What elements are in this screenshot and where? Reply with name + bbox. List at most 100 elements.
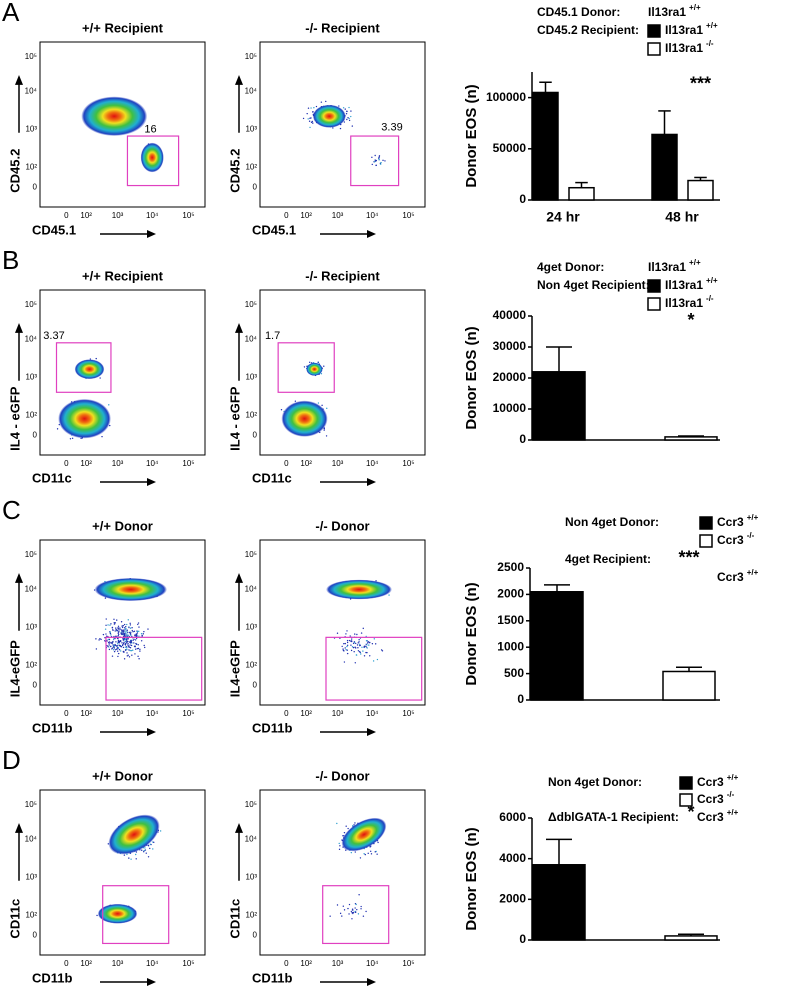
event-dot (366, 642, 369, 644)
event-dot (128, 649, 130, 651)
event-dot (122, 646, 125, 649)
flow-x-label: CD11c (252, 470, 292, 485)
flow-y-label: CD45.2 (227, 149, 242, 193)
event-dot (346, 118, 348, 121)
legend-donor-text-sup: +/+ (689, 3, 701, 12)
x-tick-label: 24 hr (546, 209, 580, 225)
flow-y-tick-label: 10⁵ (25, 800, 37, 809)
flow-y-label: IL4-eGFP (227, 640, 242, 697)
event-dot (367, 641, 370, 643)
flow-x-tick-label: 10³ (112, 459, 124, 468)
y-tick-label: 100000 (486, 90, 526, 104)
legend-swatch (647, 279, 661, 293)
event-dot (126, 647, 128, 649)
event-dot (143, 644, 145, 647)
event-dot (113, 623, 116, 625)
flow-y-label: CD11c (7, 899, 22, 939)
legend-donor-text: Il13ra1 +/+ (648, 258, 701, 274)
event-dot (374, 643, 377, 645)
event-dot (368, 644, 370, 646)
event-dot (108, 641, 110, 643)
event-dot (338, 105, 340, 107)
y-tick-label: 2500 (497, 560, 524, 574)
error-bar (678, 435, 704, 437)
event-dot (116, 650, 119, 652)
gate (102, 885, 170, 945)
y-axis-label: Donor EOS (n) (463, 827, 480, 930)
event-dot (111, 626, 114, 629)
legend-swatch (699, 516, 713, 530)
event-dot (121, 642, 123, 644)
event-dot (147, 628, 149, 630)
event-dot (114, 649, 117, 651)
legend-recipient-label: Non 4get Recipient: (537, 278, 650, 292)
event-dot (110, 641, 112, 644)
density-cloud (97, 903, 138, 924)
event-dot (137, 647, 140, 650)
event-dot (114, 644, 116, 646)
event-dot (135, 643, 138, 645)
event-dot (144, 646, 146, 649)
x-arrow-head (147, 978, 156, 986)
event-dot (313, 107, 315, 109)
event-dot (317, 402, 320, 404)
event-dot (117, 637, 119, 640)
event-dot (108, 638, 111, 641)
legend-donor-label: Non 4get Donor: (565, 515, 659, 529)
event-dot (110, 623, 112, 625)
event-dot (129, 624, 132, 626)
event-dot (112, 638, 115, 641)
panel-letter: A (2, 0, 20, 27)
flow-y-tick-label: 0 (253, 182, 258, 191)
event-dot (354, 662, 356, 664)
event-dot (343, 909, 346, 911)
event-dot (355, 654, 358, 656)
gate (55, 342, 112, 393)
event-dot (102, 633, 105, 636)
event-dot (136, 632, 139, 634)
flow-y-tick-label: 10³ (245, 873, 257, 882)
bar (532, 864, 586, 941)
event-dot (303, 366, 306, 368)
flow-y-tick-label: 10³ (25, 873, 37, 882)
flow-y-tick-label: 0 (253, 930, 258, 939)
event-dot (106, 645, 108, 647)
legend-entry-sup: +/+ (706, 276, 718, 285)
event-dot (357, 647, 359, 649)
event-dot (125, 642, 128, 644)
y-tick-label: 10000 (493, 401, 527, 415)
event-dot (365, 651, 367, 654)
event-dot (95, 638, 97, 640)
event-dot (362, 650, 364, 652)
flow-x-tick-label: 10⁵ (182, 709, 194, 718)
x-arrow-head (147, 728, 156, 736)
flow-x-label: CD11b (32, 970, 73, 985)
significance: *** (678, 548, 699, 568)
event-dot (348, 117, 350, 120)
event-dot (124, 639, 126, 641)
event-dot (362, 915, 365, 917)
flow-x-tick-label: 10⁵ (182, 959, 194, 968)
event-dot (379, 163, 382, 165)
legend-donor-label: 4get Donor: (537, 260, 604, 274)
event-dot (354, 851, 356, 853)
event-dot (336, 822, 338, 825)
flow-y-tick-label: 10⁴ (245, 87, 258, 96)
event-dot (123, 627, 126, 629)
event-dot (134, 853, 137, 856)
event-dot (108, 646, 110, 648)
event-dot (346, 110, 348, 113)
event-dot (124, 644, 127, 646)
event-dot (309, 126, 311, 129)
flow-y-tick-label: 10³ (245, 373, 257, 382)
event-dot (132, 631, 134, 633)
event-dot (356, 908, 358, 911)
legend-entry-base: Il13ra1 (665, 41, 703, 55)
event-dot (312, 111, 314, 113)
flow-y-label: CD45.2 (7, 149, 22, 193)
flow-y-tick-label: 10³ (245, 125, 257, 134)
event-dot (112, 644, 114, 646)
event-dot (371, 163, 373, 166)
event-dot (325, 100, 327, 103)
event-dot (341, 645, 343, 648)
